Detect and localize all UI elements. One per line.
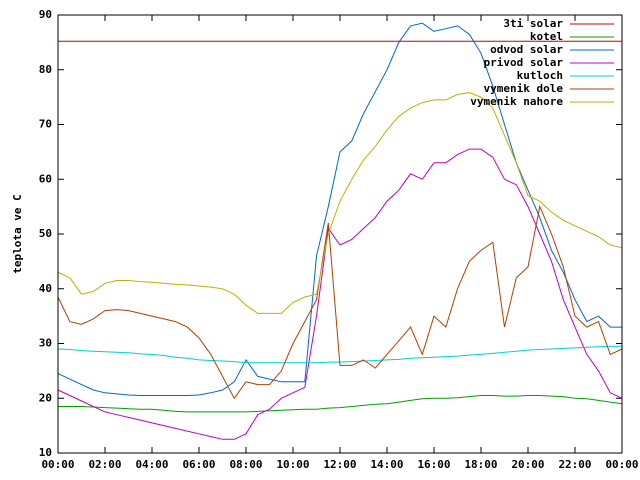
legend-label: privod solar bbox=[484, 56, 564, 69]
series-line bbox=[57, 148, 623, 440]
y-tick-label: 50 bbox=[39, 227, 52, 240]
series-line bbox=[57, 22, 622, 396]
series-line bbox=[58, 395, 623, 413]
y-tick-label: 90 bbox=[39, 8, 52, 21]
plot-border bbox=[57, 14, 623, 454]
x-tick-label: 00:00 bbox=[41, 458, 74, 471]
legend-label: vymenik nahore bbox=[470, 95, 563, 108]
y-tick-label: 10 bbox=[39, 446, 52, 459]
y-tick-label: 20 bbox=[39, 391, 52, 404]
y-tick-label: 30 bbox=[39, 337, 52, 350]
x-tick-label: 00:00 bbox=[605, 458, 638, 471]
legend-label: odvod solar bbox=[490, 43, 563, 56]
x-tick-label: 04:00 bbox=[135, 458, 168, 471]
x-tick-label: 06:00 bbox=[182, 458, 215, 471]
legend-label: 3ti solar bbox=[503, 17, 563, 30]
x-tick-label: 14:00 bbox=[370, 458, 403, 471]
y-axis-label: teplota ve C bbox=[11, 194, 24, 273]
y-tick-label: 60 bbox=[39, 172, 52, 185]
y-tick-label: 40 bbox=[39, 282, 52, 295]
legend-label: kotel bbox=[530, 30, 563, 43]
y-tick-label: 70 bbox=[39, 118, 52, 131]
series-line bbox=[57, 204, 623, 400]
y-tick-label: 80 bbox=[39, 63, 52, 76]
x-tick-label: 10:00 bbox=[276, 458, 309, 471]
legend-label: vymenik dole bbox=[484, 82, 564, 95]
x-tick-label: 12:00 bbox=[323, 458, 356, 471]
x-tick-label: 18:00 bbox=[464, 458, 497, 471]
legend-label: kutloch bbox=[517, 69, 563, 82]
x-tick-label: 02:00 bbox=[88, 458, 121, 471]
series-line bbox=[57, 92, 623, 314]
x-tick-label: 20:00 bbox=[511, 458, 544, 471]
x-tick-label: 08:00 bbox=[229, 458, 262, 471]
x-tick-label: 16:00 bbox=[417, 458, 450, 471]
x-tick-label: 22:00 bbox=[558, 458, 591, 471]
